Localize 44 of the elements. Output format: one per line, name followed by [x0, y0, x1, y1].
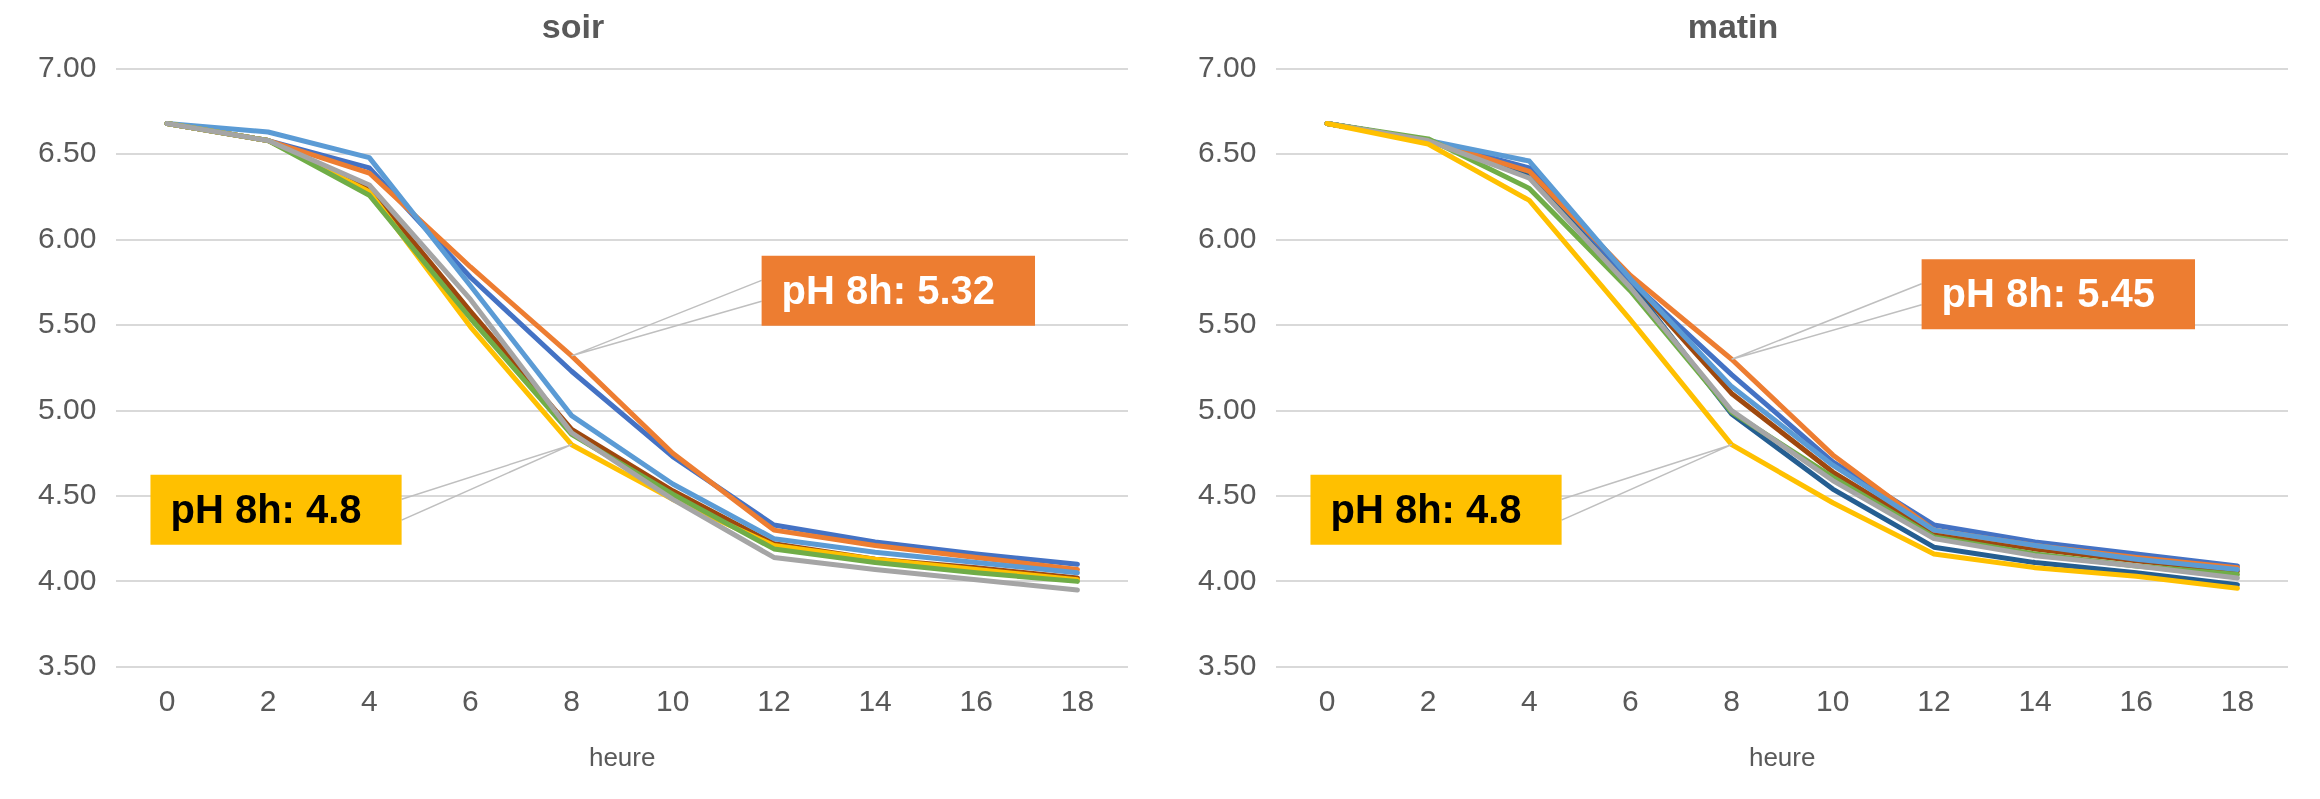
y-tick-label: 6.50 [38, 135, 97, 169]
y-tick-label: 4.00 [38, 562, 97, 596]
chart-title: matin [1687, 6, 1779, 45]
x-tick-label: 18 [1060, 684, 1095, 718]
annotation: pH 8h: 4.8 [170, 486, 362, 531]
x-axis-title: heure [1748, 741, 1816, 772]
x-tick-label: 2 [1419, 684, 1437, 718]
y-tick-label: 5.50 [1198, 306, 1257, 340]
annotation: pH 8h: 5.32 [781, 267, 996, 312]
x-tick-label: 14 [2018, 684, 2052, 718]
x-tick-label: 2 [259, 684, 277, 718]
y-tick-label: 5.00 [1198, 391, 1257, 425]
x-tick-label: 4 [360, 684, 378, 718]
y-tick-label: 7.00 [1198, 50, 1257, 84]
y-tick-label: 5.50 [38, 306, 97, 340]
x-tick-label: 8 [563, 684, 580, 718]
x-tick-label: 6 [462, 684, 479, 718]
x-tick-label: 18 [2220, 684, 2255, 718]
y-tick-label: 6.00 [1198, 220, 1257, 254]
y-tick-label: 4.00 [1198, 562, 1257, 596]
x-axis-title: heure [588, 741, 656, 772]
y-tick-label: 5.00 [38, 391, 97, 425]
x-tick-label: 10 [1816, 684, 1850, 718]
x-tick-label: 10 [656, 684, 690, 718]
x-tick-label: 4 [1520, 684, 1538, 718]
x-tick-label: 16 [959, 684, 993, 718]
y-tick-label: 3.50 [38, 648, 97, 682]
annotation: pH 8h: 5.45 [1941, 271, 2156, 316]
y-tick-label: 6.00 [38, 220, 97, 254]
x-tick-label: 0 [1318, 684, 1336, 718]
y-tick-label: 4.50 [1198, 477, 1257, 511]
x-tick-label: 16 [2119, 684, 2153, 718]
x-tick-label: 6 [1622, 684, 1639, 718]
x-tick-label: 12 [1917, 684, 1951, 718]
x-tick-label: 8 [1723, 684, 1740, 718]
y-tick-label: 6.50 [1198, 135, 1257, 169]
y-tick-label: 3.50 [1198, 648, 1257, 682]
y-tick-label: 7.00 [38, 50, 97, 84]
annotation: pH 8h: 4.8 [1330, 486, 1522, 531]
x-tick-label: 14 [858, 684, 892, 718]
y-tick-label: 4.50 [38, 477, 97, 511]
x-tick-label: 12 [757, 684, 791, 718]
chart-title: soir [541, 6, 605, 45]
x-tick-label: 0 [158, 684, 176, 718]
